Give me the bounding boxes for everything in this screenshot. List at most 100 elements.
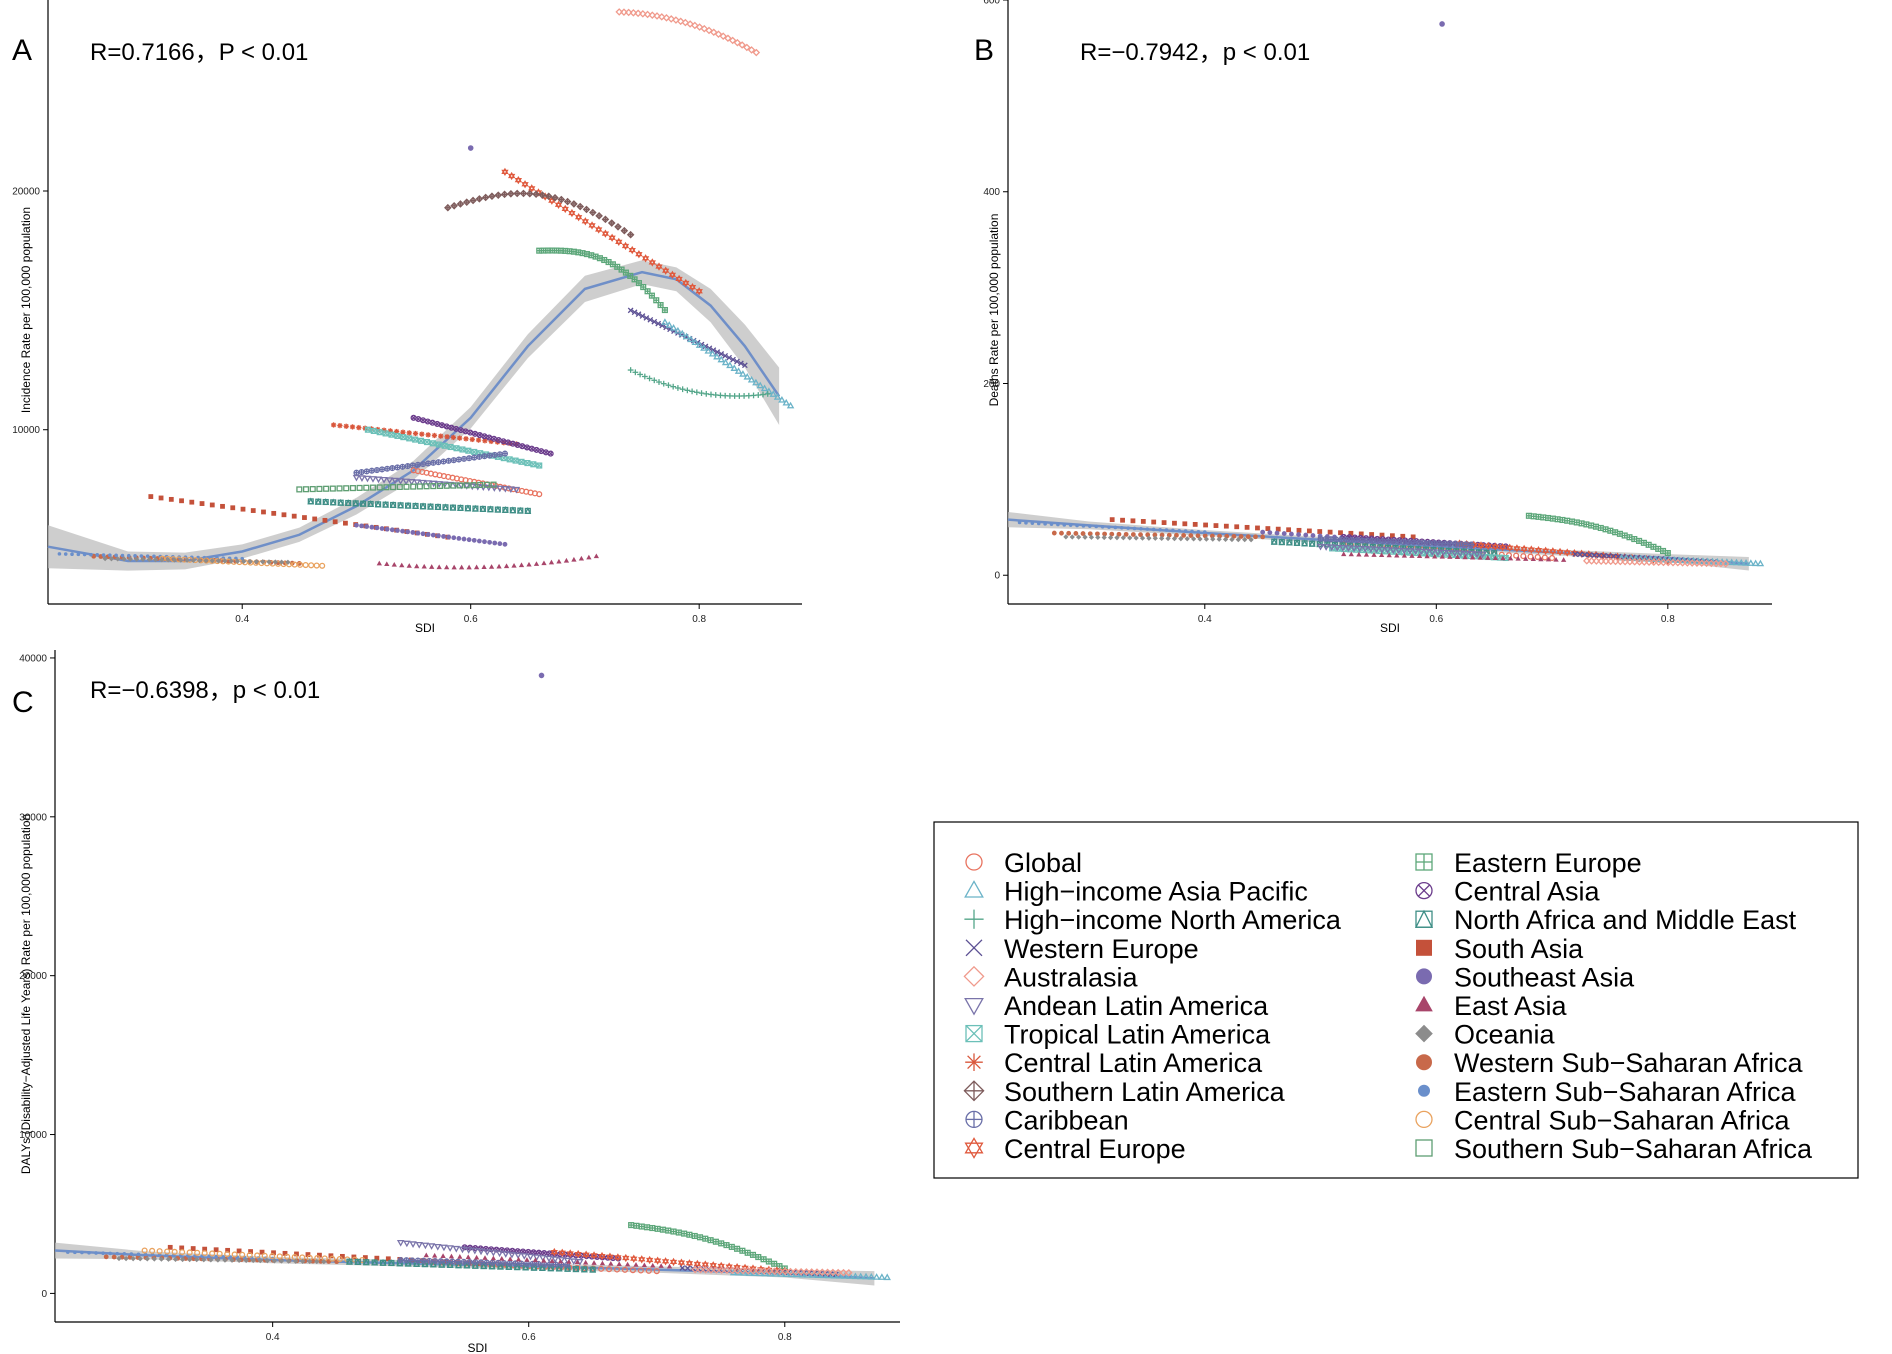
data-point (194, 1249, 201, 1256)
data-point (1678, 559, 1687, 567)
data-point (1059, 530, 1064, 536)
data-point (1462, 554, 1468, 560)
data-point (678, 329, 686, 337)
data-point (406, 563, 412, 568)
data-point (321, 1258, 327, 1265)
data-point (465, 447, 472, 454)
data-point (1645, 541, 1652, 548)
data-point (1109, 517, 1115, 523)
data-point (397, 1256, 404, 1264)
data-point (144, 1256, 150, 1262)
data-point (108, 1251, 112, 1256)
data-point (501, 167, 509, 177)
data-point (446, 1245, 454, 1252)
data-point (1260, 534, 1266, 540)
data-point (630, 1254, 638, 1263)
data-point (1707, 559, 1716, 568)
legend-label: Central Europe (1004, 1134, 1186, 1164)
panel-letter: C (12, 686, 34, 719)
data-point (402, 478, 410, 486)
data-point (1177, 528, 1182, 533)
data-point (158, 495, 164, 501)
data-point (655, 320, 662, 327)
data-point (518, 1260, 525, 1267)
correlation-text: R=−0.6398，p < 0.01 (90, 677, 320, 704)
x-axis-title: SDI (1380, 621, 1400, 635)
legend-key (1416, 939, 1432, 956)
data-point (302, 515, 307, 520)
data-point (1017, 520, 1022, 525)
data-point (466, 564, 472, 570)
data-point (171, 1248, 178, 1255)
data-point (786, 1267, 795, 1276)
data-point (754, 1267, 763, 1275)
data-point (1164, 528, 1169, 532)
data-point (507, 1256, 513, 1262)
data-point (771, 1260, 778, 1267)
data-point (1597, 524, 1604, 532)
data-point (296, 486, 303, 493)
data-point (1369, 532, 1375, 537)
data-point (668, 270, 677, 279)
data-point (1506, 543, 1514, 552)
data-point (1737, 558, 1746, 566)
data-point (440, 458, 447, 465)
data-point (1409, 553, 1415, 558)
data-point (1151, 519, 1157, 525)
legend-label: Southeast Asia (1454, 962, 1635, 992)
data-point (489, 1259, 496, 1266)
data-point (483, 1249, 491, 1256)
data-point (563, 197, 572, 206)
data-point (440, 481, 449, 489)
data-point (403, 1240, 411, 1248)
data-point (278, 559, 285, 565)
data-point (82, 552, 87, 557)
data-point (1049, 522, 1054, 526)
data-point (1223, 523, 1229, 529)
data-point (1172, 520, 1177, 526)
data-point (87, 1250, 91, 1255)
data-point-outlier (467, 145, 474, 151)
y-tick-label: 200 (983, 379, 1000, 390)
data-point (1182, 521, 1188, 527)
data-point (1434, 549, 1442, 557)
data-point (533, 446, 540, 453)
data-point (495, 1250, 504, 1258)
data-point (441, 442, 448, 449)
data-point (528, 184, 536, 193)
data-point (1333, 536, 1340, 543)
data-point (1525, 512, 1532, 519)
data-point (1428, 549, 1437, 556)
data-point (712, 1266, 721, 1274)
data-point (186, 1249, 193, 1256)
data-point (187, 1256, 193, 1263)
y-axis-title: Deaths Rate per 100,000 population (987, 214, 1001, 407)
data-point (520, 1253, 529, 1260)
data-point (435, 533, 441, 539)
data-point (1101, 534, 1107, 541)
smooth-line (47, 270, 781, 563)
data-point (165, 1256, 172, 1262)
data-point (622, 1253, 630, 1263)
data-point (364, 524, 370, 529)
legend-item: Caribbean (965, 1105, 1129, 1135)
data-point (416, 483, 423, 490)
data-point (431, 432, 438, 439)
legend-key (964, 997, 984, 1016)
data-point (1513, 544, 1521, 553)
data-point (621, 1266, 629, 1273)
data-point (1592, 557, 1601, 565)
data-point (1316, 543, 1325, 551)
legend-key (1415, 1139, 1433, 1157)
data-point (778, 396, 786, 403)
data-point (490, 435, 497, 442)
data-point (1348, 530, 1354, 536)
data-point (1477, 554, 1483, 560)
data-point (1338, 530, 1343, 536)
data-point (1281, 531, 1287, 536)
data-point (425, 460, 432, 467)
data-point (1133, 535, 1139, 541)
data-point (57, 552, 62, 556)
data-point (1303, 532, 1309, 538)
data-point (615, 237, 623, 247)
